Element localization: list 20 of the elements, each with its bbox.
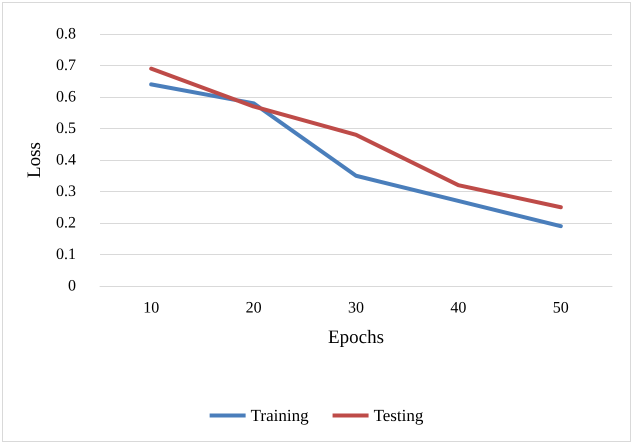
line-series	[149, 66, 563, 210]
y-tick-label: 0.6	[56, 88, 76, 106]
y-tick-label: 0.1	[56, 246, 76, 263]
y-axis-title: Loss	[24, 142, 45, 178]
legend-label: Testing	[374, 406, 424, 425]
legend-label: Training	[250, 406, 310, 425]
y-tick-label: 0.8	[56, 26, 76, 42]
y-tick-label: 0.4	[56, 152, 76, 168]
x-tick-label: 40	[450, 300, 466, 316]
y-tick-label: 0.3	[56, 183, 76, 200]
y-tick-label: 0.5	[56, 120, 76, 137]
y-tick-label: 0.2	[56, 214, 76, 232]
line-series	[149, 82, 563, 228]
x-axis-title: Epochs	[328, 327, 384, 348]
x-tick-label: 50	[552, 300, 569, 316]
x-tick-label: 20	[246, 300, 262, 316]
y-tick-label: 0	[68, 278, 76, 294]
x-tick-label: 10	[143, 300, 160, 316]
x-tick-label: 30	[348, 300, 364, 316]
y-tick-label: 0.7	[56, 57, 76, 74]
